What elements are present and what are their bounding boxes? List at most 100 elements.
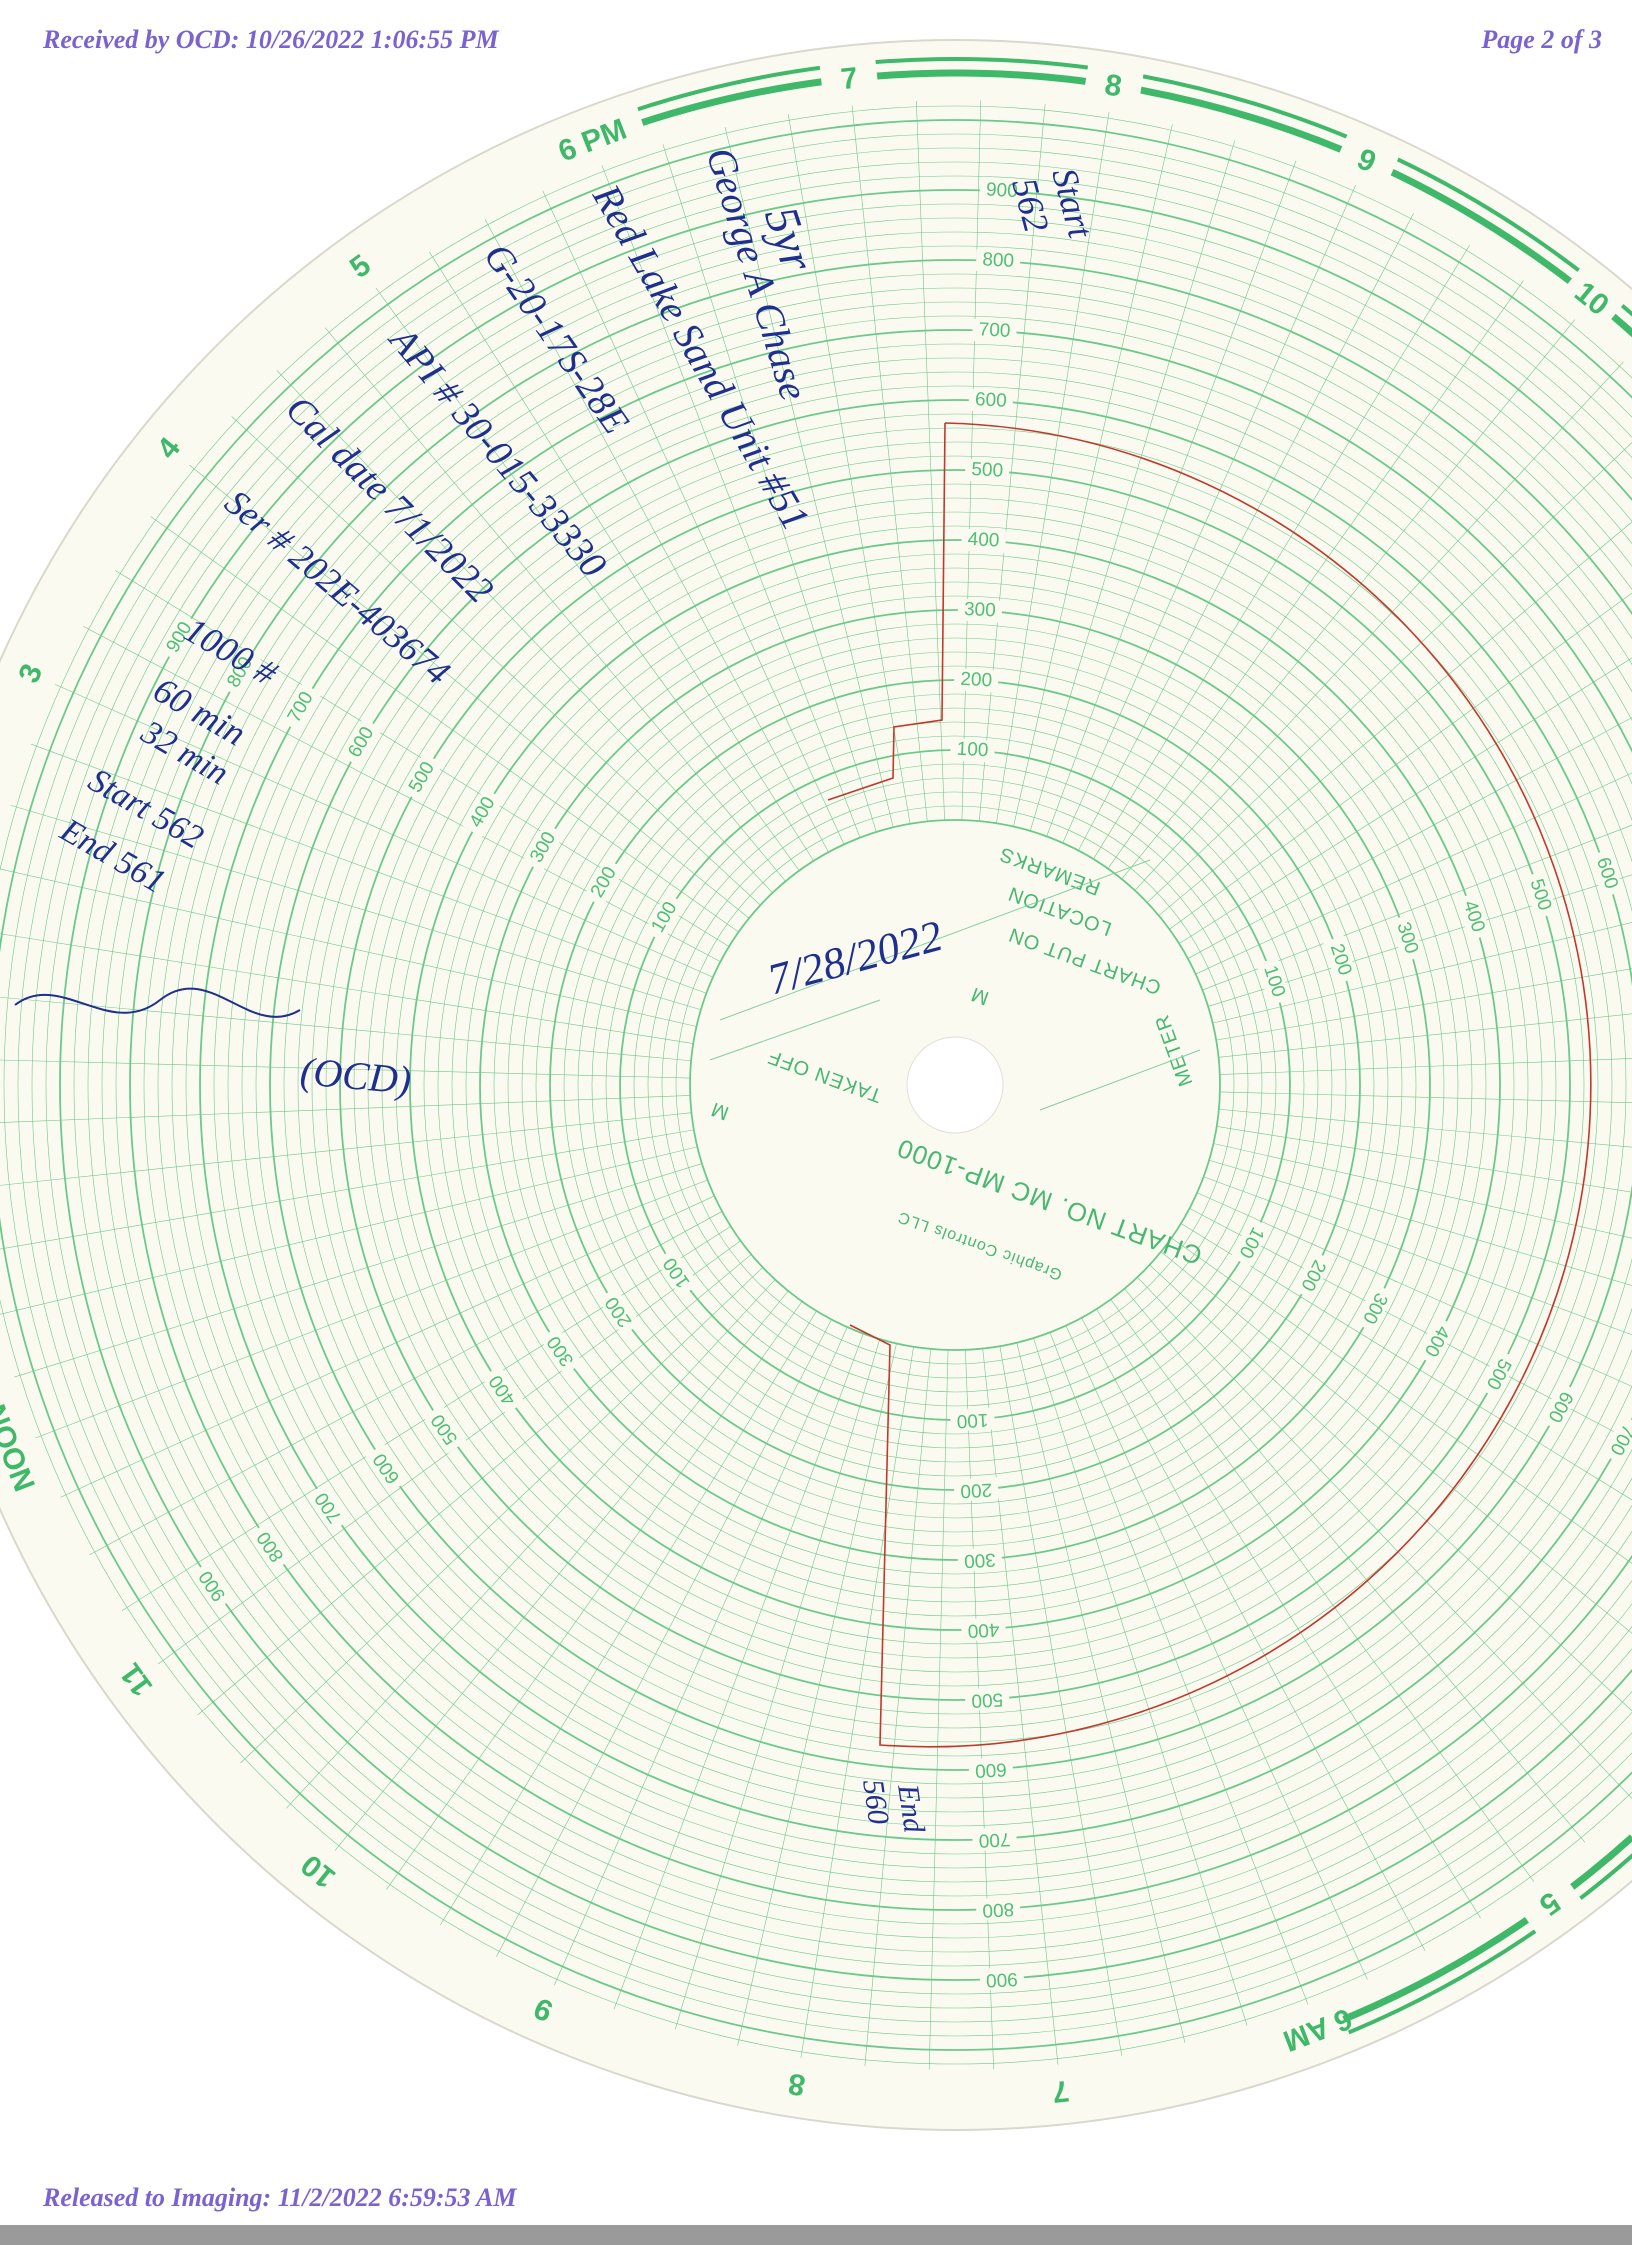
received-stamp: Received by OCD: 10/26/2022 1:06:55 PM [42, 25, 500, 54]
chart-grid [0, 57, 1632, 2070]
grid-ring [591, 721, 1319, 1449]
grid-spoke [276, 370, 773, 893]
grid-spoke [1218, 1013, 1632, 1058]
grid-spoke [851, 105, 928, 822]
hour-gap [136, 415, 204, 484]
grid-spoke [1096, 1308, 1481, 1919]
scale-label: 700 [978, 319, 1011, 342]
scale-label: 100 [956, 1409, 989, 1432]
handwritten-note: End [891, 1781, 931, 1835]
grid-spoke [1033, 1337, 1248, 2026]
grid-ring [339, 469, 1571, 1701]
scale-label: 900 [985, 179, 1018, 202]
signature [14, 987, 301, 1018]
grid-ring [45, 175, 1632, 1995]
scale-label: 800 [982, 1898, 1015, 1921]
scale-gap [975, 248, 1021, 274]
grid-spoke [724, 127, 894, 828]
hour-gap [819, 57, 880, 104]
grid-ring [59, 189, 1632, 1981]
scale-label: 400 [967, 1618, 1000, 1641]
scale-gap [423, 1404, 467, 1454]
hour-gap [1030, 2066, 1091, 2113]
grid-spoke [1147, 442, 1632, 903]
scale-label: 500 [971, 1688, 1004, 1711]
grid-spoke [89, 1211, 723, 1556]
grid-ring [633, 763, 1277, 1407]
grid-ring [213, 343, 1632, 1827]
hour-gap [1283, 1999, 1351, 2057]
scale-gap [539, 1326, 583, 1376]
grid-spoke [916, 100, 945, 821]
grid-spoke [1081, 1317, 1426, 1951]
grid-spoke [429, 251, 814, 862]
grid-spoke [787, 114, 911, 824]
scale-gap [191, 1561, 235, 1610]
hour-label: 8 [786, 2067, 808, 2102]
grid-spoke [1093, 244, 1470, 860]
scale-gap [953, 668, 999, 693]
grid-ring [171, 301, 1632, 1869]
grid-ring [521, 651, 1389, 1519]
grid-ring [185, 315, 1632, 1855]
handwritten-note: (OCD) [298, 1048, 413, 1103]
hour-label: 8 [1102, 68, 1124, 103]
grid-ring [451, 581, 1459, 1589]
scale-label: 400 [967, 529, 1000, 552]
grid-spoke [1216, 968, 1632, 1041]
grid-spoke [800, 1346, 914, 2058]
scale-label: 900 [985, 1968, 1018, 1991]
scale-label: 800 [982, 249, 1015, 272]
grid-spoke [1169, 592, 1632, 930]
hour-gap [766, 2058, 828, 2107]
scale-gap [249, 1521, 293, 1571]
scale-label: 300 [964, 599, 997, 622]
scale-gap [971, 318, 1018, 344]
grid-spoke [542, 190, 845, 845]
scale-gap [1589, 849, 1624, 898]
grid-spoke [662, 144, 877, 833]
scale-gap [220, 647, 262, 698]
scale-gap [964, 458, 1010, 483]
scale-gap [953, 1477, 999, 1502]
grid-ring [0, 119, 1632, 2051]
hour-gap [510, 1978, 578, 2038]
grid-ring [0, 105, 1632, 2065]
grid-spoke [978, 104, 1046, 822]
grid-spoke [613, 1333, 864, 2010]
scale-gap [1354, 1283, 1395, 1333]
scale-gap [1416, 1316, 1457, 1366]
grid-ring [129, 259, 1632, 1911]
grid-spoke [0, 1112, 692, 1186]
grid-ring [437, 567, 1473, 1603]
grid-spoke [14, 1163, 703, 1378]
scale-gap [1230, 1217, 1271, 1267]
hour-gap [326, 235, 396, 301]
grid-ring [227, 357, 1632, 1813]
hour-gap [0, 1413, 41, 1481]
scale-label: 200 [960, 1479, 993, 1502]
scale-gap [462, 787, 504, 838]
grid-spoke [674, 1339, 881, 2030]
grid-spoke [737, 1343, 897, 2046]
scale-gap [1322, 935, 1358, 985]
grid-spoke [30, 743, 707, 994]
grid-spoke [60, 1195, 715, 1498]
grid-spoke [601, 165, 861, 838]
grid-spoke [1107, 280, 1524, 869]
scale-gap [1256, 957, 1291, 1006]
scale-gap [523, 822, 565, 873]
grid-spoke [1013, 124, 1173, 827]
grid-ring [381, 511, 1529, 1659]
scale-label: 600 [974, 1758, 1007, 1781]
scale-gap [949, 1407, 996, 1432]
grid-ring [395, 525, 1515, 1645]
grid-ring [101, 231, 1632, 1939]
hour-label: 7 [1051, 2074, 1071, 2109]
grid-spoke [554, 1326, 848, 1985]
grid-spoke [0, 1059, 691, 1079]
grid-spoke [150, 516, 739, 933]
page-number: Page 2 of 3 [1480, 25, 1602, 54]
grid-spoke [231, 416, 761, 906]
grid-spoke [55, 684, 714, 978]
